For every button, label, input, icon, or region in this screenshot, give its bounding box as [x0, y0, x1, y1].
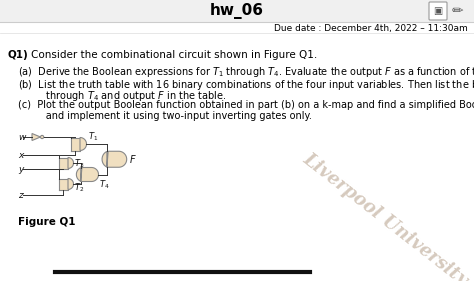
Polygon shape — [102, 151, 127, 167]
Text: w: w — [18, 133, 26, 142]
Text: ▣: ▣ — [433, 6, 443, 16]
Text: Figure Q1: Figure Q1 — [18, 217, 75, 227]
Text: Liverpool University: Liverpool University — [299, 150, 471, 281]
Text: x: x — [18, 151, 23, 160]
Text: $T_4$: $T_4$ — [100, 178, 110, 191]
Text: $T_3$: $T_3$ — [74, 158, 85, 170]
Polygon shape — [59, 157, 68, 169]
Text: z: z — [18, 191, 23, 200]
Text: $T_2$: $T_2$ — [74, 182, 85, 194]
FancyBboxPatch shape — [0, 0, 474, 22]
Text: (b)  List the truth table with 16 binary combinations of the four input variable: (b) List the truth table with 16 binary … — [18, 78, 474, 92]
Polygon shape — [76, 167, 99, 182]
Text: (a)  Derive the Boolean expressions for $T_1$ through $T_4$. Evaluate the output: (a) Derive the Boolean expressions for $… — [18, 65, 474, 79]
Text: y: y — [18, 164, 23, 173]
FancyBboxPatch shape — [429, 2, 447, 20]
Text: (c)  Plot the output Boolean function obtained in part (b) on a k-map and find a: (c) Plot the output Boolean function obt… — [18, 100, 474, 110]
Circle shape — [40, 135, 44, 139]
Polygon shape — [59, 178, 68, 189]
Text: through $T_4$ and output $F$ in the table.: through $T_4$ and output $F$ in the tabl… — [27, 89, 226, 103]
Text: $T_1$: $T_1$ — [89, 131, 99, 143]
Polygon shape — [80, 137, 86, 151]
Polygon shape — [68, 157, 73, 169]
Text: hw_06: hw_06 — [210, 3, 264, 19]
Polygon shape — [68, 178, 73, 189]
Text: Q1): Q1) — [8, 50, 29, 60]
Polygon shape — [32, 133, 40, 140]
Polygon shape — [71, 137, 80, 151]
Text: Due date : December 4th, 2022 – 11:30am: Due date : December 4th, 2022 – 11:30am — [274, 24, 468, 33]
Text: $F$: $F$ — [129, 153, 137, 165]
Text: ✏: ✏ — [451, 4, 463, 18]
Text: Consider the combinational circuit shown in Figure Q1.: Consider the combinational circuit shown… — [31, 50, 317, 60]
Text: and implement it using two-input inverting gates only.: and implement it using two-input inverti… — [27, 111, 312, 121]
